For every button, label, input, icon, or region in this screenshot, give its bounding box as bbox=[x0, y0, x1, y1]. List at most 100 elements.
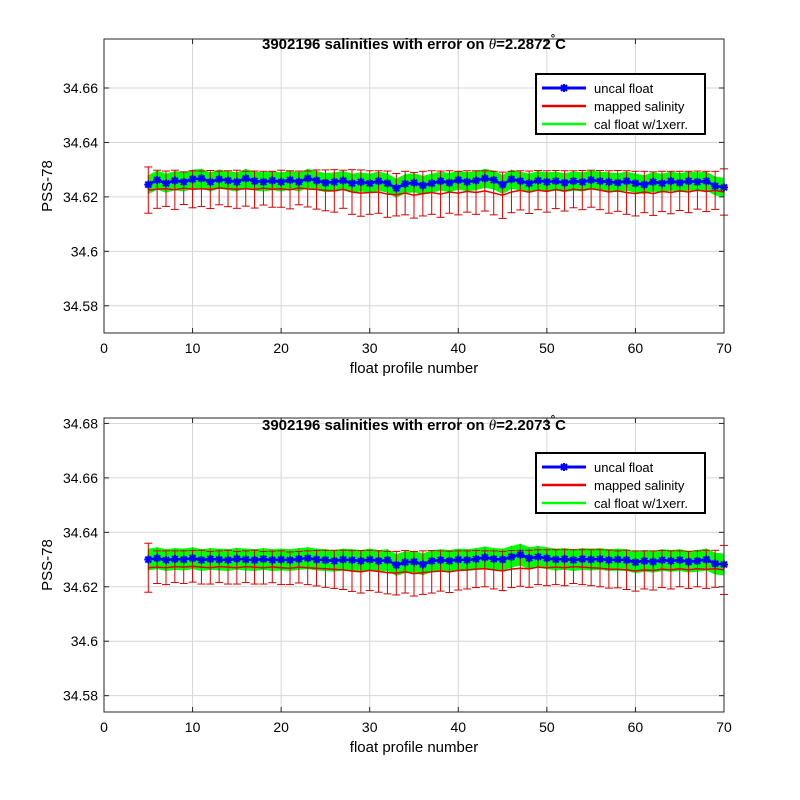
uncal-float-marker bbox=[162, 556, 170, 565]
uncal-float-marker bbox=[666, 556, 675, 565]
uncal-float-marker bbox=[560, 555, 569, 564]
x-tick-label: 40 bbox=[450, 719, 466, 735]
uncal-float-marker bbox=[640, 180, 649, 189]
uncal-float-marker bbox=[613, 555, 622, 564]
uncal-float-marker bbox=[215, 555, 224, 564]
legend-label-2: mapped salinity bbox=[594, 99, 685, 114]
uncal-float-marker bbox=[241, 174, 250, 183]
uncal-float-marker bbox=[463, 556, 472, 565]
uncal-float-marker bbox=[596, 555, 604, 564]
uncal-float-marker bbox=[454, 176, 463, 185]
mapped-salinity-line bbox=[148, 187, 725, 197]
uncal-float-marker bbox=[472, 555, 480, 564]
y-tick-label: 34.62 bbox=[63, 579, 98, 595]
axes-box bbox=[103, 417, 725, 713]
chart-1: 0 10 20 30 40 50 60 70 34.58 34.6 34.62 34.64 34.66 f… bbox=[39, 33, 732, 377]
uncal-float-marker bbox=[622, 556, 631, 565]
uncal-float-marker bbox=[232, 554, 241, 563]
uncal-float-marker bbox=[569, 177, 578, 186]
x-tick-label: 70 bbox=[716, 340, 732, 356]
uncal-float-marker bbox=[410, 557, 418, 566]
uncal-float-marker bbox=[392, 184, 401, 193]
uncal-float-marker bbox=[268, 556, 277, 565]
uncal-float-marker bbox=[418, 560, 427, 569]
uncal-float-marker bbox=[162, 179, 170, 188]
uncal-float-marker bbox=[294, 177, 303, 186]
legend-marker bbox=[560, 463, 568, 471]
uncal-float-marker bbox=[472, 176, 480, 185]
uncal-float-marker bbox=[153, 176, 162, 185]
uncal-float-marker bbox=[525, 554, 534, 563]
uncal-float-marker bbox=[516, 177, 525, 186]
x-tick-label: 60 bbox=[628, 719, 644, 735]
uncal-float-marker bbox=[649, 557, 658, 566]
uncal-float-marker bbox=[454, 555, 463, 564]
uncal-float-marker bbox=[658, 556, 666, 565]
uncal-float-marker bbox=[215, 175, 224, 184]
uncal-float-marker bbox=[294, 555, 303, 564]
y-tick-label: 34.58 bbox=[63, 298, 98, 314]
uncal-float-marker bbox=[348, 556, 356, 565]
uncal-float-marker bbox=[179, 177, 188, 186]
uncal-float-marker bbox=[224, 556, 232, 565]
chart-title: 3902196 salinities with error on θ=2.287… bbox=[262, 33, 566, 53]
uncal-float-marker bbox=[666, 177, 675, 186]
uncal-float-marker bbox=[711, 559, 720, 568]
y-tick-label: 34.6 bbox=[71, 243, 98, 259]
uncal-float-marker bbox=[702, 177, 711, 186]
uncal-float-marker bbox=[436, 177, 445, 186]
uncal-float-marker bbox=[374, 177, 383, 186]
uncal-float-marker bbox=[232, 177, 241, 186]
uncal-float-marker bbox=[277, 555, 286, 564]
x-axis-label: float profile number bbox=[350, 739, 478, 756]
legend-label-1: uncal float bbox=[594, 460, 654, 475]
uncal-float-marker bbox=[144, 555, 153, 564]
uncal-float-marker bbox=[330, 556, 339, 565]
uncal-float-marker bbox=[551, 177, 560, 186]
uncal-float-marker bbox=[445, 556, 454, 565]
x-tick-label: 10 bbox=[185, 719, 201, 735]
uncal-float-marker bbox=[224, 176, 232, 185]
uncal-float-marker bbox=[312, 555, 321, 564]
uncal-float-marker bbox=[631, 558, 640, 567]
legend-label-1: uncal float bbox=[594, 81, 654, 96]
y-tick-label: 34.66 bbox=[63, 80, 98, 96]
uncal-float-marker bbox=[277, 177, 286, 186]
uncal-float-marker bbox=[640, 556, 649, 565]
x-tick-label: 50 bbox=[539, 719, 555, 735]
uncal-float-marker bbox=[489, 176, 498, 185]
uncal-float-marker bbox=[480, 174, 489, 183]
uncal-float-marker bbox=[675, 556, 684, 565]
uncal-float-marker bbox=[259, 555, 268, 564]
uncal-float-marker bbox=[480, 553, 489, 562]
uncal-float-marker bbox=[197, 556, 206, 565]
y-tick-label: 34.68 bbox=[63, 415, 98, 431]
uncal-float-marker bbox=[286, 176, 294, 185]
y-tick-label: 34.66 bbox=[63, 470, 98, 486]
uncal-float-marker bbox=[622, 177, 631, 186]
uncal-float-marker bbox=[259, 177, 268, 186]
uncal-float-marker bbox=[241, 555, 250, 564]
uncal-float-marker bbox=[551, 555, 560, 564]
x-axis-label: float profile number bbox=[350, 360, 478, 377]
uncal-float-marker bbox=[542, 554, 551, 563]
uncal-float-marker bbox=[356, 556, 365, 565]
uncal-float-marker bbox=[401, 558, 410, 567]
uncal-float-marker bbox=[383, 179, 392, 188]
x-tick-label: 0 bbox=[100, 340, 108, 356]
uncal-float-marker bbox=[596, 177, 604, 186]
uncal-float-marker bbox=[498, 555, 507, 564]
uncal-float-marker bbox=[153, 554, 162, 563]
uncal-float-marker bbox=[330, 177, 339, 186]
uncal-float-marker bbox=[507, 175, 516, 184]
uncal-float-marker bbox=[693, 556, 702, 565]
uncal-float-marker bbox=[170, 176, 179, 185]
uncal-float-marker bbox=[578, 177, 587, 186]
uncal-float-marker bbox=[188, 554, 197, 563]
x-tick-label: 20 bbox=[273, 719, 289, 735]
uncal-float-marker bbox=[436, 556, 445, 565]
uncal-float-marker bbox=[250, 177, 259, 186]
uncal-float-marker bbox=[507, 552, 516, 561]
x-tick-label: 20 bbox=[273, 340, 289, 356]
uncal-float-marker bbox=[631, 179, 640, 188]
